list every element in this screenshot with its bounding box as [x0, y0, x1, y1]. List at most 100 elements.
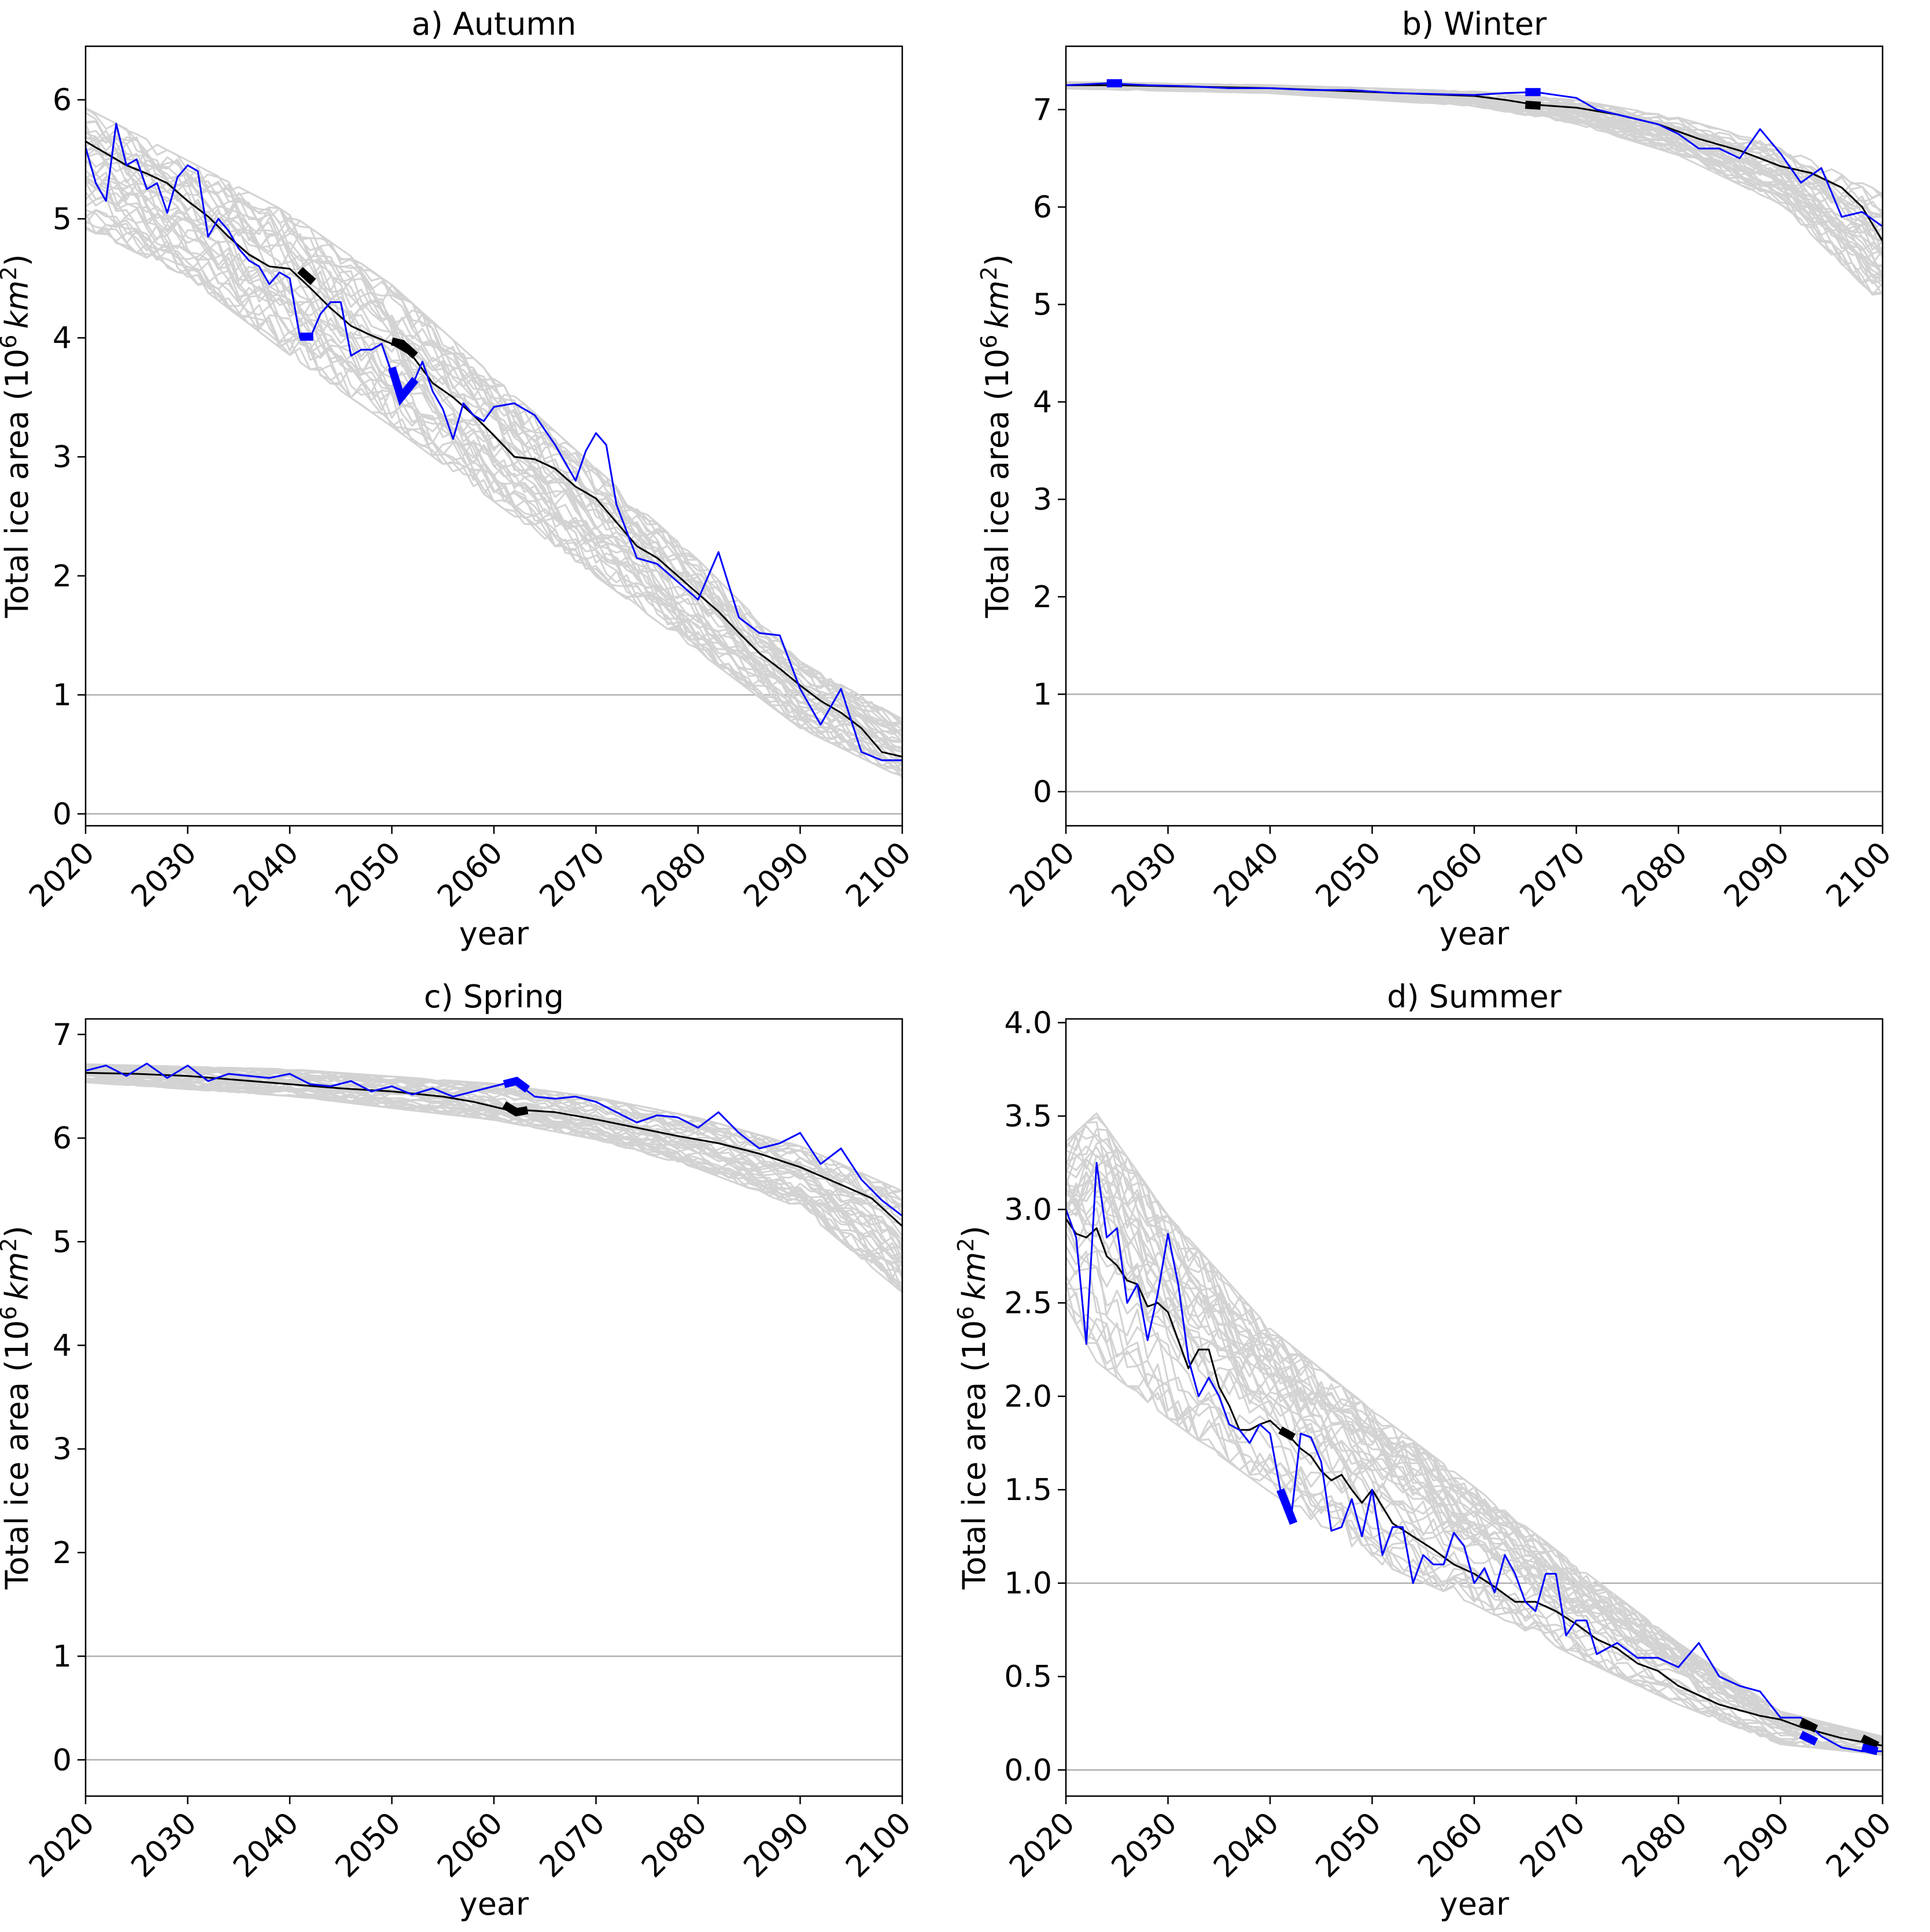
y-axis-label-superscript: 6 — [953, 1306, 979, 1320]
y-axis-label-unit: km — [0, 280, 35, 329]
highlight-segment-black — [1525, 101, 1541, 110]
ensemble-member-line — [86, 1074, 902, 1257]
ensemble-members — [1066, 1112, 1883, 1756]
y-tick-label: 3 — [1033, 483, 1052, 518]
ensemble-member-line — [86, 1072, 902, 1252]
ensemble-member-line — [86, 1081, 902, 1275]
y-axis-label-unit-superscript: 2 — [0, 1238, 21, 1252]
ensemble-member-line — [86, 1063, 902, 1208]
ensemble-mean-line — [86, 141, 902, 758]
y-axis-label-text: Total ice area (10 — [0, 349, 35, 619]
ensemble-member-line — [86, 220, 902, 778]
ensemble-member-line — [86, 108, 902, 729]
ensemble-member-line — [1066, 85, 1883, 275]
ensemble-member-line — [1066, 1266, 1883, 1752]
y-axis-label-text: Total ice area (10 — [979, 349, 1016, 619]
y-tick-label: 2.5 — [1004, 1286, 1052, 1321]
y-axis-label-unit-superscript: 2 — [976, 267, 1002, 280]
y-tick-label: 1.5 — [1004, 1473, 1052, 1508]
panel-title: b) Winter — [1402, 6, 1547, 42]
realization-line — [1066, 1162, 1883, 1752]
highlight-segment-blue — [503, 1076, 530, 1093]
y-tick-label: 7 — [53, 1018, 72, 1052]
ensemble-member-line — [86, 196, 902, 771]
ensemble-member-line — [86, 112, 902, 730]
y-axis-label-superscript: 6 — [0, 1306, 21, 1320]
ensemble-member-line — [1066, 1198, 1883, 1745]
y-tick-label: 3 — [53, 440, 72, 475]
y-axis-label-close: ) — [956, 1225, 992, 1237]
y-tick-label: 2 — [53, 1536, 72, 1571]
ensemble-member-line — [1066, 1286, 1883, 1754]
y-axis-label-unit-superscript: 2 — [0, 267, 21, 280]
panel-title: c) Spring — [424, 978, 564, 1015]
x-axis-label: year — [1440, 915, 1510, 952]
y-tick-label: 2 — [1033, 580, 1052, 615]
highlight-segment-black — [1278, 1426, 1296, 1441]
y-tick-label: 1.0 — [1004, 1567, 1052, 1601]
highlight-segment-black — [1799, 1717, 1818, 1732]
ensemble-member-line — [86, 1069, 902, 1244]
y-tick-label: 4 — [1033, 385, 1052, 420]
y-axis-label-superscript: 6 — [976, 335, 1002, 349]
ensemble-member-line — [86, 107, 902, 726]
highlight-segment-blue — [1861, 1743, 1879, 1756]
y-tick-label: 5 — [53, 1225, 72, 1259]
y-tick-label: 0 — [53, 1743, 72, 1778]
ensemble-member-line — [86, 1063, 902, 1192]
ensemble-member-line — [86, 191, 902, 753]
ensemble-member-line — [1066, 1180, 1883, 1745]
y-axis-label: Total ice area (106 km2) — [0, 254, 35, 618]
y-tick-label: 3.5 — [1004, 1099, 1052, 1134]
ensemble-member-line — [86, 1066, 902, 1209]
y-tick-label: 2 — [53, 559, 72, 594]
ensemble-member-line — [86, 136, 902, 736]
plot-area — [86, 1062, 902, 1761]
ensemble-member-line — [86, 1072, 902, 1266]
highlight-segment-blue — [1276, 1488, 1298, 1525]
y-axis-label-close: ) — [0, 254, 35, 266]
y-tick-label: 5 — [53, 202, 72, 237]
y-axis-label-close: ) — [979, 254, 1016, 266]
ensemble-member-line — [86, 209, 902, 769]
y-axis-label-superscript: 6 — [0, 335, 21, 349]
y-tick-label: 7 — [1033, 93, 1052, 128]
ensemble-member-line — [1066, 1150, 1883, 1738]
realization-line — [86, 1062, 902, 1217]
ensemble-member-line — [1066, 1291, 1883, 1756]
y-tick-label: 0.5 — [1004, 1660, 1052, 1694]
y-tick-label: 2.0 — [1004, 1380, 1052, 1414]
y-axis-label-unit: km — [956, 1252, 992, 1301]
y-axis-label: Total ice area (106 km2) — [976, 254, 1016, 618]
x-axis-label: year — [459, 915, 529, 952]
y-tick-label: 3 — [53, 1432, 72, 1467]
y-axis-label-close: ) — [0, 1225, 35, 1237]
y-tick-label: 0 — [53, 797, 72, 832]
y-axis-label-unit-superscript: 2 — [953, 1238, 979, 1252]
y-tick-label: 4 — [53, 1328, 72, 1363]
ensemble-member-line — [1066, 1207, 1883, 1742]
realization-line — [1066, 82, 1883, 227]
x-axis-label: year — [1440, 1886, 1510, 1922]
highlight-segment-black — [1860, 1734, 1880, 1750]
panel-title: d) Summer — [1387, 978, 1562, 1015]
y-axis-label-unit: km — [0, 1252, 35, 1301]
plot-area — [86, 107, 902, 815]
ensemble-member-line — [86, 1074, 902, 1276]
y-tick-label: 5 — [1033, 288, 1052, 323]
plot-area — [1066, 79, 1883, 793]
ensemble-mean-line — [1066, 1218, 1883, 1747]
y-axis-label-unit: km — [979, 280, 1016, 329]
ensemble-member-line — [1066, 1305, 1883, 1756]
highlight-segment-black — [297, 267, 316, 285]
y-tick-label: 1 — [53, 1639, 72, 1674]
panel-title: a) Autumn — [412, 6, 577, 42]
x-axis-label: year — [459, 1886, 529, 1922]
y-axis-label-text: Total ice area (10 — [956, 1320, 992, 1590]
highlight-segment-blue — [388, 366, 419, 406]
y-tick-label: 4.0 — [1004, 1006, 1052, 1040]
ensemble-member-line — [1066, 1231, 1883, 1749]
chart-panel-summer: 2020 2030 2040 2050 2060 2070 2080 2090 21000.00… — [953, 978, 1898, 1922]
ensemble-member-line — [1066, 87, 1883, 276]
